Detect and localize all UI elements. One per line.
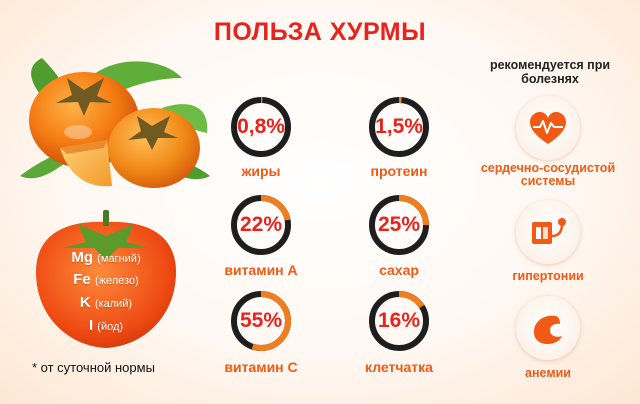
disease-label-anemia: анемии — [525, 366, 571, 380]
disease-icon-circle — [516, 96, 580, 160]
minerals-persimmon-shape — [36, 210, 176, 348]
mineral-fe: Fe (железо) — [73, 271, 139, 288]
heart-pulse-icon — [530, 112, 566, 144]
footnote: * от суточной нормы — [32, 360, 155, 375]
disease-label-hypertension: гипертонии — [512, 269, 584, 283]
persimmon-fruits-image — [20, 58, 210, 188]
disease-label-cardio: сердечно-сосудистой системы — [480, 161, 616, 188]
page-title: ПОЛЬЗА ХУРМЫ — [213, 18, 427, 46]
mineral-mg: Mg (магний) — [71, 249, 141, 266]
ring-gauge — [231, 195, 291, 255]
nutrient-value: 0,8% — [237, 115, 285, 138]
mineral-i: I (йод) — [88, 317, 124, 334]
ring-gauge — [369, 97, 429, 157]
nutrient-value: 22% — [239, 213, 283, 236]
nutrient-label-protein: протеин — [370, 163, 428, 179]
nutrient-value: 25% — [377, 213, 421, 236]
mineral-k: K (калий) — [79, 294, 133, 311]
ring-gauge — [231, 97, 291, 157]
disease-icon-circle — [516, 296, 580, 360]
ring-gauge — [369, 291, 429, 351]
nutrient-label-vitamin-c: витамин С — [224, 359, 298, 375]
nutrient-label-fiber: клетчатка — [365, 359, 433, 375]
blood-drop-icon — [534, 315, 562, 344]
ring-gauge — [369, 195, 429, 255]
nutrient-label-vitamin-a: витамин А — [224, 262, 298, 278]
nutrient-value: 55% — [239, 309, 283, 332]
nutrient-value: 1,5% — [375, 115, 423, 138]
nutrient-label-fat: жиры — [241, 163, 281, 179]
disease-icon-circle — [516, 200, 580, 264]
nutrient-value: 16% — [377, 309, 421, 332]
ring-gauge — [231, 291, 291, 351]
blood-pressure-icon — [532, 218, 566, 244]
nutrient-label-sugar: сахар — [379, 262, 419, 278]
recommended-title: рекомендуется при болезнях — [489, 58, 611, 86]
